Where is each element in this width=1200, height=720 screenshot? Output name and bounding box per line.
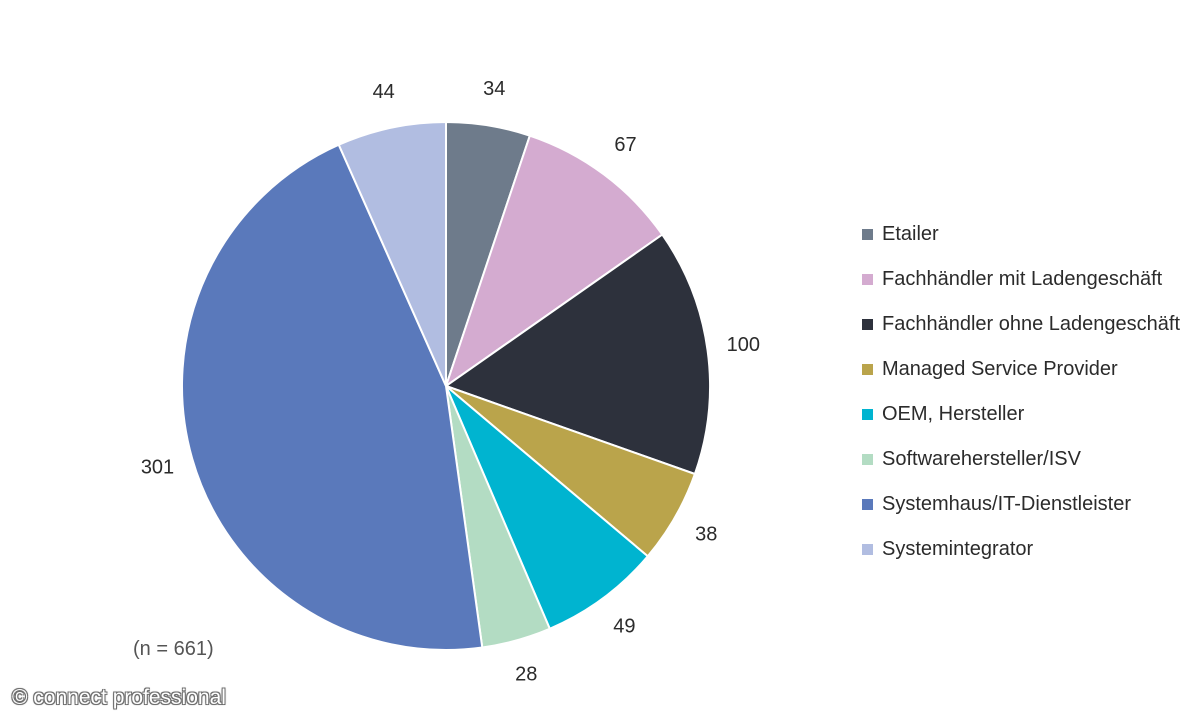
legend-item: Systemhaus/IT-Dienstleister [862,482,1200,527]
legend-label: Etailer [882,223,939,245]
legend-swatch [862,454,873,465]
legend-label: Systemintegrator [882,538,1034,560]
legend-swatch [862,364,873,375]
legend-label: Softwarehersteller/ISV [882,448,1081,470]
legend-item: OEM, Hersteller [862,392,1200,437]
data-label-systemintegrator: 44 [373,81,395,103]
legend-item: Fachhändler ohne Ladengeschäft [862,302,1200,347]
legend: Etailer Fachhändler mit Ladengeschäft Fach… [862,212,1200,572]
data-label-etailer: 34 [483,78,505,100]
legend-swatch [862,319,873,330]
pie-slice-fachh-ndler-ohne-ladengesch-ft [443,233,711,476]
legend-label: Managed Service Provider [882,358,1118,380]
legend-label: Fachhändler ohne Ladengeschäft [882,313,1181,335]
legend-swatch [862,229,873,240]
sample-size-note: (n = 661) [133,638,214,660]
pie-slice-systemintegrator [337,120,447,387]
legend-swatch [862,499,873,510]
pie-slice-systemhaus-it-dienstleister [181,143,484,651]
pie-slice-fachh-ndler-mit-ladengesch-ft [444,134,664,389]
watermark: © connect professional [12,686,226,709]
legend-item: Fachhändler mit Ladengeschäft [862,257,1200,302]
legend-swatch [862,409,873,420]
legend-swatch [862,544,873,555]
data-label-fachh-ndler-ohne-ladengesch-ft: 100 [727,334,760,356]
pie-slice-oem-hersteller [445,385,650,631]
legend-item: Softwarehersteller/ISV [862,437,1200,482]
legend-item: Systemintegrator [862,527,1200,572]
legend-swatch [862,274,873,285]
data-label-systemhaus-it-dienstleister: 301 [141,457,174,479]
legend-item: Managed Service Provider [862,347,1200,392]
data-label-oem-hersteller: 49 [613,615,635,637]
legend-label: Fachhändler mit Ladengeschäft [882,268,1163,290]
data-label-managed-service-provider: 38 [695,523,717,545]
legend-item: Etailer [862,212,1200,257]
legend-label: Systemhaus/IT-Dienstleister [882,493,1131,515]
legend-label: OEM, Hersteller [882,403,1025,425]
data-label-fachh-ndler-mit-ladengesch-ft: 67 [614,134,636,156]
data-label-softwarehersteller-isv: 28 [515,663,537,685]
